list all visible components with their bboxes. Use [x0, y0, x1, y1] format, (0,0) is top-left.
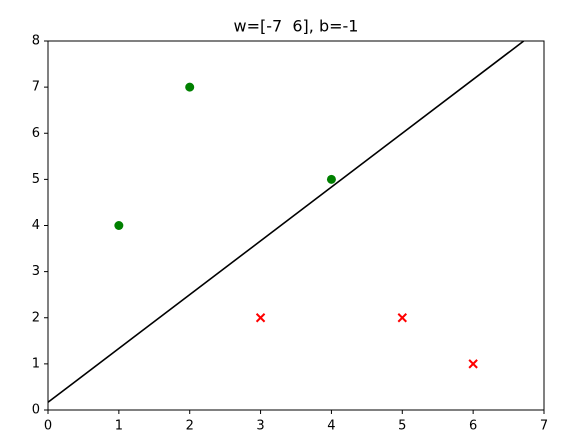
x-tick-label: 5 — [398, 419, 406, 434]
point — [397, 313, 407, 323]
x-tick-label: 0 — [44, 419, 52, 434]
x-tick-label: 3 — [256, 419, 264, 434]
y-tick-label: 8 — [32, 34, 40, 49]
line — [48, 41, 525, 403]
point — [326, 174, 336, 184]
y-tick-label: 0 — [32, 403, 40, 418]
point — [468, 359, 478, 369]
y-tick-label: 4 — [32, 218, 40, 233]
x-tick-label: 2 — [186, 419, 194, 434]
x-tick-label: 1 — [115, 419, 123, 434]
y-tick-label: 5 — [32, 172, 40, 187]
y-tick-label: 2 — [32, 310, 40, 325]
y-tick-label: 3 — [32, 264, 40, 279]
plot-frame — [47, 40, 545, 411]
point — [114, 221, 124, 230]
point — [255, 313, 266, 323]
x-tick-label: 4 — [327, 419, 335, 434]
y-tick-label: 6 — [32, 126, 40, 141]
chart-title: w=[-7 6], b=-1 — [234, 17, 359, 36]
x-tick-label: 7 — [540, 419, 548, 434]
plot-area — [48, 41, 525, 403]
point — [185, 82, 195, 92]
y-tick-label: 1 — [32, 356, 40, 371]
y-tick-label: 7 — [32, 80, 40, 95]
x-tick-label: 6 — [469, 419, 477, 434]
